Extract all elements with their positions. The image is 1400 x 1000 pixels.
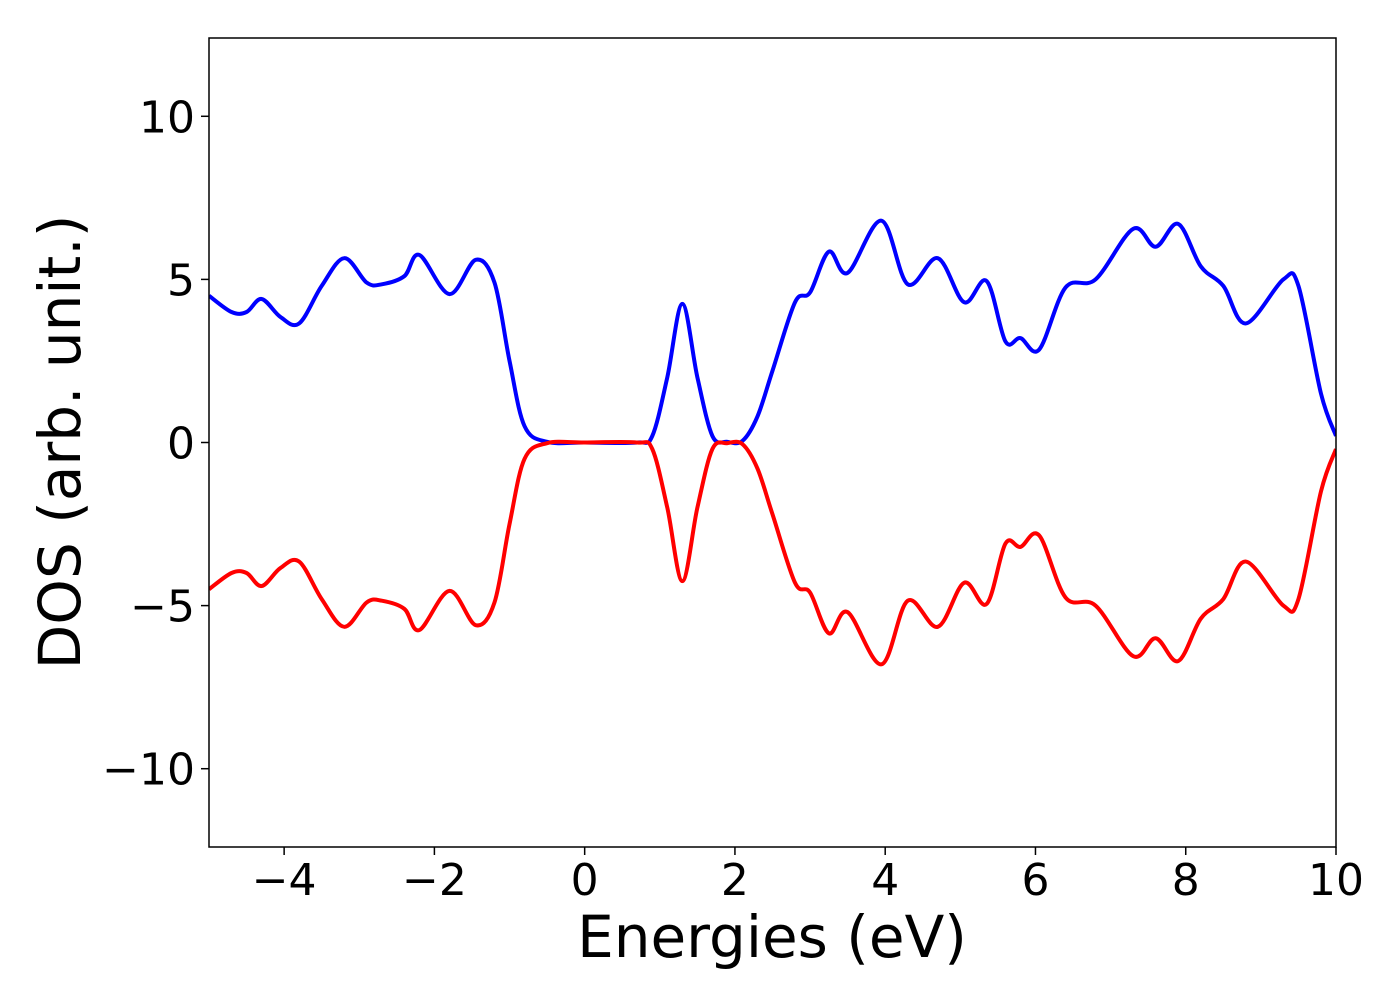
plot-frame (208, 37, 1337, 848)
y-tick-label: −10 (102, 745, 195, 796)
x-tick-label: 4 (871, 855, 899, 906)
y-tick-label: 0 (167, 419, 195, 470)
y-tick-label: 5 (167, 255, 195, 306)
x-tick-label: −2 (402, 855, 467, 906)
dos-line (209, 439, 1336, 667)
x-tick-label: 0 (571, 855, 599, 906)
x-tick-label: 6 (1021, 855, 1049, 906)
dos-line (209, 218, 1336, 446)
x-tick-label: 2 (721, 855, 749, 906)
y-tick-label: −5 (130, 582, 195, 633)
x-tick-label: 8 (1172, 855, 1200, 906)
y-axis-label: DOS (arb. unit.) (26, 215, 94, 670)
x-tick-label: −4 (252, 855, 317, 906)
x-tick-label: 10 (1308, 855, 1364, 906)
x-axis-label: Energies (eV) (577, 903, 967, 971)
y-tick-label: 10 (139, 92, 195, 143)
